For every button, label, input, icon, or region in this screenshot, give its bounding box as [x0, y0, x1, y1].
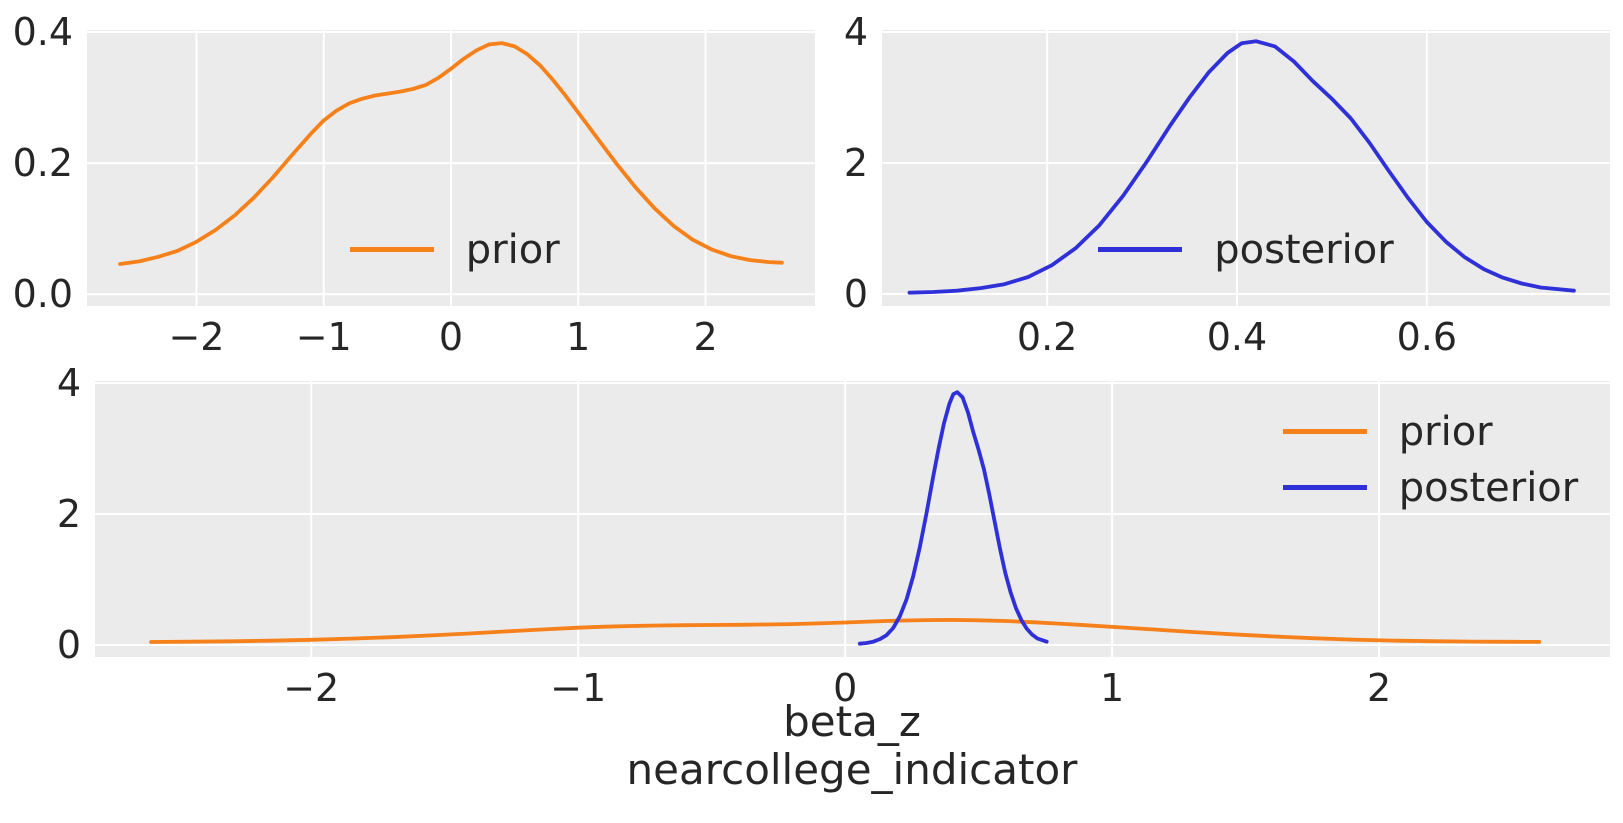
- legend-line-sample: [1098, 247, 1183, 253]
- x-tick-label: −1: [550, 666, 607, 710]
- legend-item: posterior: [1282, 460, 1579, 516]
- x-tick-label: 2: [693, 315, 718, 359]
- legend-item: prior: [349, 222, 560, 278]
- posterior-marginal-canvas: [882, 30, 1610, 306]
- legend-label: posterior: [1398, 464, 1579, 511]
- posterior-marginal-legend: posterior: [1098, 222, 1394, 278]
- x-tick-label: 0.6: [1396, 315, 1458, 359]
- legend-label: prior: [465, 226, 560, 273]
- prior-curve: [149, 618, 1542, 644]
- prior-posterior-overlay-plot: [95, 381, 1610, 657]
- x-tick-label: 0: [438, 315, 464, 359]
- prior-marginal-plot: [87, 30, 815, 306]
- x-tick-label: −2: [283, 666, 340, 710]
- y-tick-label: 0.4: [12, 9, 73, 54]
- x-axis-label-line2: nearcollege_indicator: [626, 745, 1078, 794]
- legend-line-sample: [1282, 429, 1367, 435]
- x-axis-label-line1: beta_z: [783, 697, 921, 746]
- x-tick-label: 0.4: [1206, 315, 1268, 359]
- y-tick-label: 4: [843, 10, 868, 55]
- y-tick-label: 2: [843, 141, 868, 186]
- x-tick-label: −2: [168, 315, 225, 359]
- x-tick-label: 0: [833, 666, 858, 710]
- legend-item: prior: [1282, 404, 1578, 460]
- prior-curve: [118, 41, 784, 266]
- x-tick-label: 0.2: [1016, 315, 1078, 359]
- legend-item: posterior: [1098, 222, 1394, 278]
- prior-marginal-legend: prior: [349, 222, 560, 278]
- posterior-curve: [857, 390, 1049, 646]
- y-tick-label: 0: [843, 272, 868, 316]
- legend-line-sample: [349, 247, 434, 253]
- posterior-curve: [907, 39, 1576, 295]
- x-tick-label: 1: [1100, 666, 1125, 710]
- y-tick-label: 0: [56, 623, 81, 667]
- prior-posterior-overlay-canvas: [95, 381, 1610, 657]
- y-tick-label: 2: [56, 492, 81, 537]
- x-axis-label: beta_z nearcollege_indicator: [627, 698, 1078, 794]
- y-tick-label: 0.2: [12, 141, 73, 186]
- prior-marginal-canvas: [87, 30, 815, 306]
- legend-label: posterior: [1214, 226, 1394, 273]
- x-tick-label: −1: [295, 315, 352, 359]
- x-tick-label: 2: [1366, 666, 1392, 710]
- legend-line-sample: [1282, 485, 1367, 491]
- x-tick-label: 1: [566, 315, 591, 359]
- y-tick-label: 0.0: [12, 272, 73, 317]
- prior-posterior-overlay-legend: prior posterior: [1282, 404, 1579, 516]
- posterior-marginal-plot: [882, 30, 1610, 306]
- y-tick-label: 4: [56, 361, 81, 406]
- legend-label: prior: [1398, 408, 1493, 455]
